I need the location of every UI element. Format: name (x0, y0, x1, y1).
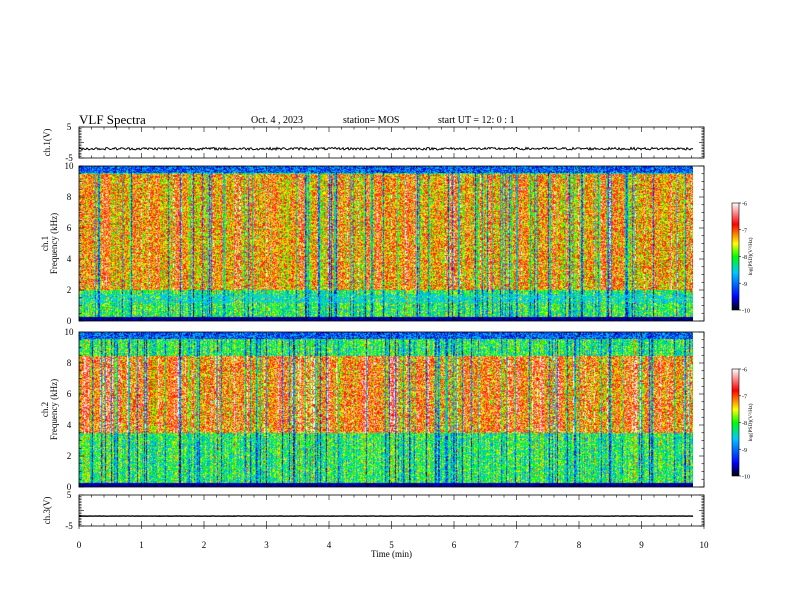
y-tick-label: 4 (67, 420, 72, 430)
x-tick-label: 7 (514, 540, 519, 550)
x-tick-label: 3 (264, 540, 269, 550)
start-ut-label: start UT = 12: 0 : 1 (438, 115, 515, 126)
colorbar-tick-label: -7 (742, 228, 747, 234)
colorbar-tick-label: -6 (742, 202, 747, 208)
colorbar-tick-label: -7 (742, 394, 747, 400)
spectrogram-image-ch1 (79, 166, 693, 321)
y-tick-label: 2 (67, 451, 72, 461)
y-tick-label: 5 (67, 490, 72, 500)
y-tick-label: 10 (65, 161, 75, 171)
colorbar-tick-label: -8 (742, 255, 747, 261)
y-tick-label: 4 (67, 254, 72, 264)
colorbar-label: log(PSD)(V²/Hz) (747, 237, 754, 275)
colorbar-tick-label: -9 (742, 448, 747, 454)
y-tick-label: 8 (67, 358, 72, 368)
colorbar-ch1 (731, 202, 740, 311)
x-tick-label: 5 (389, 540, 394, 550)
y-tick-label: 5 (67, 122, 72, 132)
x-tick-label: 6 (452, 540, 457, 550)
waveform-line (78, 146, 694, 151)
colorbar-tick-label: -10 (742, 475, 750, 481)
y-tick-label: 6 (67, 389, 72, 399)
date-label: Oct. 4 , 2023 (251, 115, 303, 126)
station-label: station= MOS (343, 115, 400, 126)
y-tick-label: 8 (67, 192, 72, 202)
x-tick-label: 2 (202, 540, 207, 550)
y-tick-label: 10 (65, 327, 75, 337)
y-axis-label: ch.2 (40, 402, 50, 417)
page-title: VLF Spectra (79, 112, 146, 127)
y-axis-label: Frequency (kHz) (49, 379, 59, 440)
y-axis-label: ch.1(V) (42, 129, 52, 157)
y-axis-label: ch.1 (40, 236, 50, 251)
y-axis-label: Frequency (kHz) (49, 213, 59, 274)
x-tick-label: 1 (139, 540, 144, 550)
colorbar-tick-label: -9 (742, 282, 747, 288)
y-tick-label: 6 (67, 223, 72, 233)
colorbar-label: log(PSD)(V²/Hz) (747, 403, 754, 441)
y-tick-label: 0 (67, 316, 72, 326)
colorbar-tick-label: -8 (742, 421, 747, 427)
spectrogram-image-ch2 (79, 332, 693, 487)
colorbar-tick-label: -6 (742, 368, 747, 374)
x-axis-label: Time (min) (371, 549, 412, 559)
y-axis-label: ch.3(V) (42, 497, 52, 525)
y-tick-label: -5 (65, 521, 73, 531)
y-tick-label: -5 (65, 153, 73, 163)
x-tick-label: 0 (77, 540, 82, 550)
x-tick-label: 8 (577, 540, 582, 550)
colorbar-tick-label: -10 (742, 309, 750, 315)
x-tick-label: 10 (700, 540, 710, 550)
y-tick-label: 2 (67, 285, 72, 295)
colorbar-ch2 (731, 368, 740, 477)
y-tick-label: 0 (67, 482, 72, 492)
x-tick-label: 9 (639, 540, 644, 550)
x-tick-label: 4 (327, 540, 332, 550)
